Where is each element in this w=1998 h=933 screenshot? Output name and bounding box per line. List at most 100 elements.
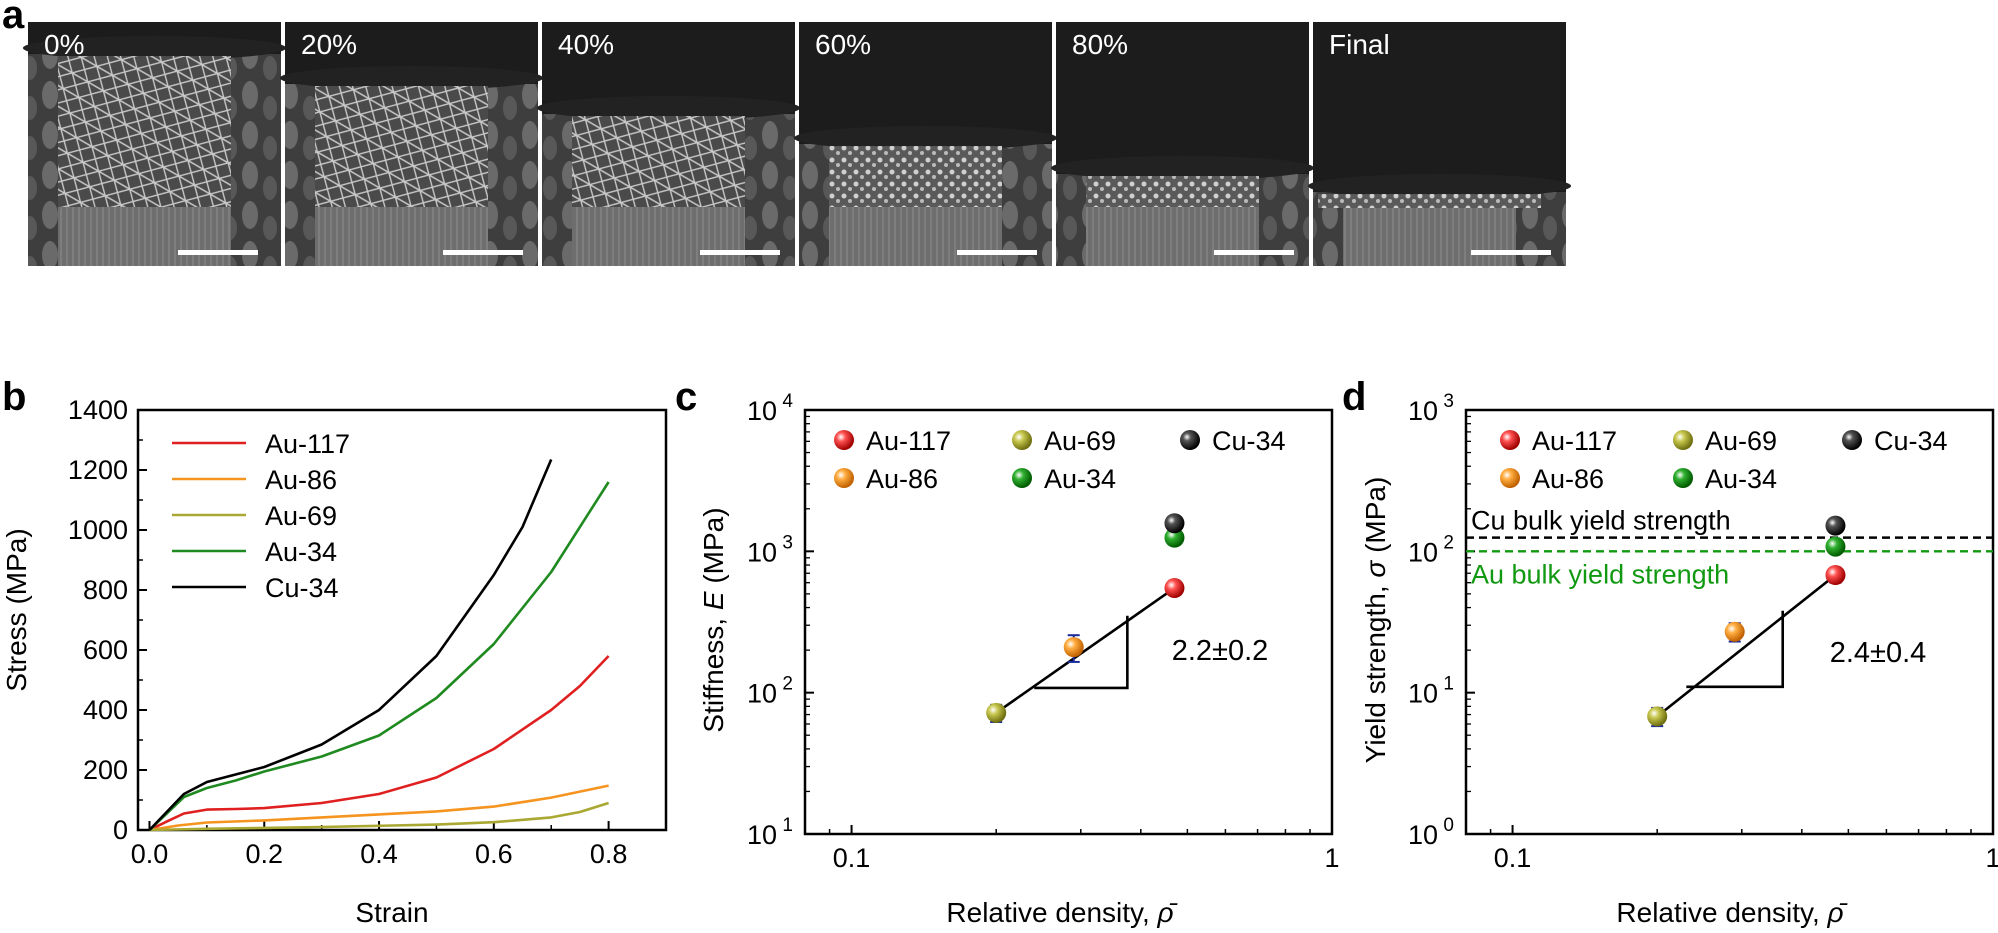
pillar-base [829, 207, 1002, 266]
y-tick-label: 10 [1408, 396, 1438, 426]
scale-bar [1471, 250, 1551, 255]
y-tick-label: 200 [83, 755, 128, 785]
y-tick-label: 1200 [68, 455, 128, 485]
compression-label: 20% [301, 29, 357, 60]
pillar-base [58, 207, 231, 266]
legend-marker [1673, 468, 1693, 488]
x-tick-label: 0.0 [131, 839, 169, 869]
panel-b: b 0.0 0.2 0.4 0.6 0.8 0 200 400 600 800 1000 1200 14… [1, 375, 668, 928]
lattice [1318, 194, 1541, 208]
y-tick-label: 400 [83, 695, 128, 725]
reference-lines-d: Cu bulk yield strength Au bulk yield stre… [1466, 506, 1993, 589]
sem-frame: Final [1307, 22, 1572, 266]
lattice [572, 116, 745, 207]
indenter-tip [1307, 174, 1572, 198]
compression-label: 40% [558, 29, 614, 60]
indenter [1313, 22, 1566, 192]
legend-label: Au-34 [1705, 464, 1777, 494]
series-line [148, 481, 610, 831]
series-line [149, 784, 609, 832]
x-tick-label: 0.1 [1494, 843, 1532, 873]
y-tick-label: 800 [83, 575, 128, 605]
y-tick-label: 0 [113, 815, 128, 845]
x-tick-label: 0.2 [245, 839, 283, 869]
series-line [148, 458, 553, 831]
fit-line-d [1656, 573, 1837, 718]
y-tick-label: 10 [747, 679, 777, 709]
scale-bar [178, 250, 258, 255]
sem-frame: 60% [793, 22, 1058, 266]
x-tick-label: 0.1 [833, 843, 871, 873]
scale-bar [443, 250, 523, 255]
axis-ticks-b: 0.0 0.2 0.4 0.6 0.8 0 200 400 600 800 1000 1200 1400 [68, 395, 627, 869]
y-tick-label: 10 [747, 396, 777, 426]
series-line [149, 801, 609, 832]
data-point [1063, 637, 1084, 658]
data-point [986, 702, 1007, 723]
panel-a: a 0% 20% 40% 60% 80% Final [2, 0, 1572, 266]
y-tick-exponent: 1 [782, 815, 793, 836]
legend-marker [1180, 430, 1200, 450]
slope-label-d: 2.4±0.4 [1830, 637, 1927, 669]
data-point [1647, 706, 1668, 727]
indenter-tip [536, 96, 801, 120]
legend-c: Au-117 Au-86 Au-69 Au-34 Cu-34 [834, 426, 1286, 494]
y-tick-label: 10 [1408, 537, 1438, 567]
legend-label: Au-34 [1044, 464, 1116, 494]
legend-label: Au-86 [265, 465, 337, 495]
lattice [829, 146, 1002, 207]
y-axis-label-b: Stress (MPa) [1, 528, 32, 691]
legend-label: Cu-34 [1212, 426, 1286, 456]
indenter-tip [22, 36, 287, 60]
x-tick-label: 1 [1324, 843, 1339, 873]
sem-frame: 20% [279, 22, 544, 266]
legend-label: Au-86 [866, 464, 938, 494]
legend-b: Au-117 Au-86 Au-69 Au-34 Cu-34 [172, 429, 350, 603]
legend-label: Cu-34 [265, 573, 339, 603]
x-tick-label: 1 [1985, 843, 1998, 873]
compression-label: 0% [44, 29, 84, 60]
panel-letter-d: d [1342, 375, 1366, 419]
legend-label: Au-117 [1532, 426, 1617, 456]
compression-label: 60% [815, 29, 871, 60]
compression-label: Final [1329, 29, 1390, 60]
indenter [799, 22, 1052, 144]
fit-line [995, 586, 1176, 714]
legend-label: Au-117 [866, 426, 951, 456]
y-tick-label: 10 [747, 820, 777, 850]
y-axis-label-d: Yield strength, σ (MPa) [1360, 477, 1391, 764]
indenter-tip [793, 126, 1058, 150]
fit-line-c [995, 586, 1176, 714]
slope-triangle [1034, 615, 1129, 690]
pillar-base [1086, 207, 1259, 266]
y-tick-label: 600 [83, 635, 128, 665]
legend-label: Au-34 [265, 537, 337, 567]
data-point [1825, 515, 1846, 536]
x-tick-label: 0.4 [360, 839, 398, 869]
x-tick-label: 0.6 [475, 839, 513, 869]
y-tick-exponent: 4 [782, 391, 793, 412]
legend-label: Cu-34 [1874, 426, 1948, 456]
sem-frame: 80% [1050, 22, 1315, 266]
data-point [1825, 565, 1846, 586]
pillar-base [1343, 207, 1516, 266]
data-points-c [986, 513, 1185, 724]
lattice [1086, 176, 1259, 207]
indenter-tip [1050, 156, 1315, 180]
x-axis-label-b: Strain [355, 897, 428, 928]
lattice [315, 86, 488, 207]
data-point [1164, 527, 1185, 548]
panel-letter-b: b [2, 375, 26, 419]
scale-bar [957, 250, 1037, 255]
legend-label: Au-69 [1044, 426, 1116, 456]
legend-label: Au-69 [1705, 426, 1777, 456]
data-point [1724, 621, 1745, 642]
legend-label: Au-117 [265, 429, 350, 459]
y-tick-exponent: 2 [782, 674, 793, 695]
legend-marker [1673, 430, 1693, 450]
series-line [148, 655, 610, 832]
